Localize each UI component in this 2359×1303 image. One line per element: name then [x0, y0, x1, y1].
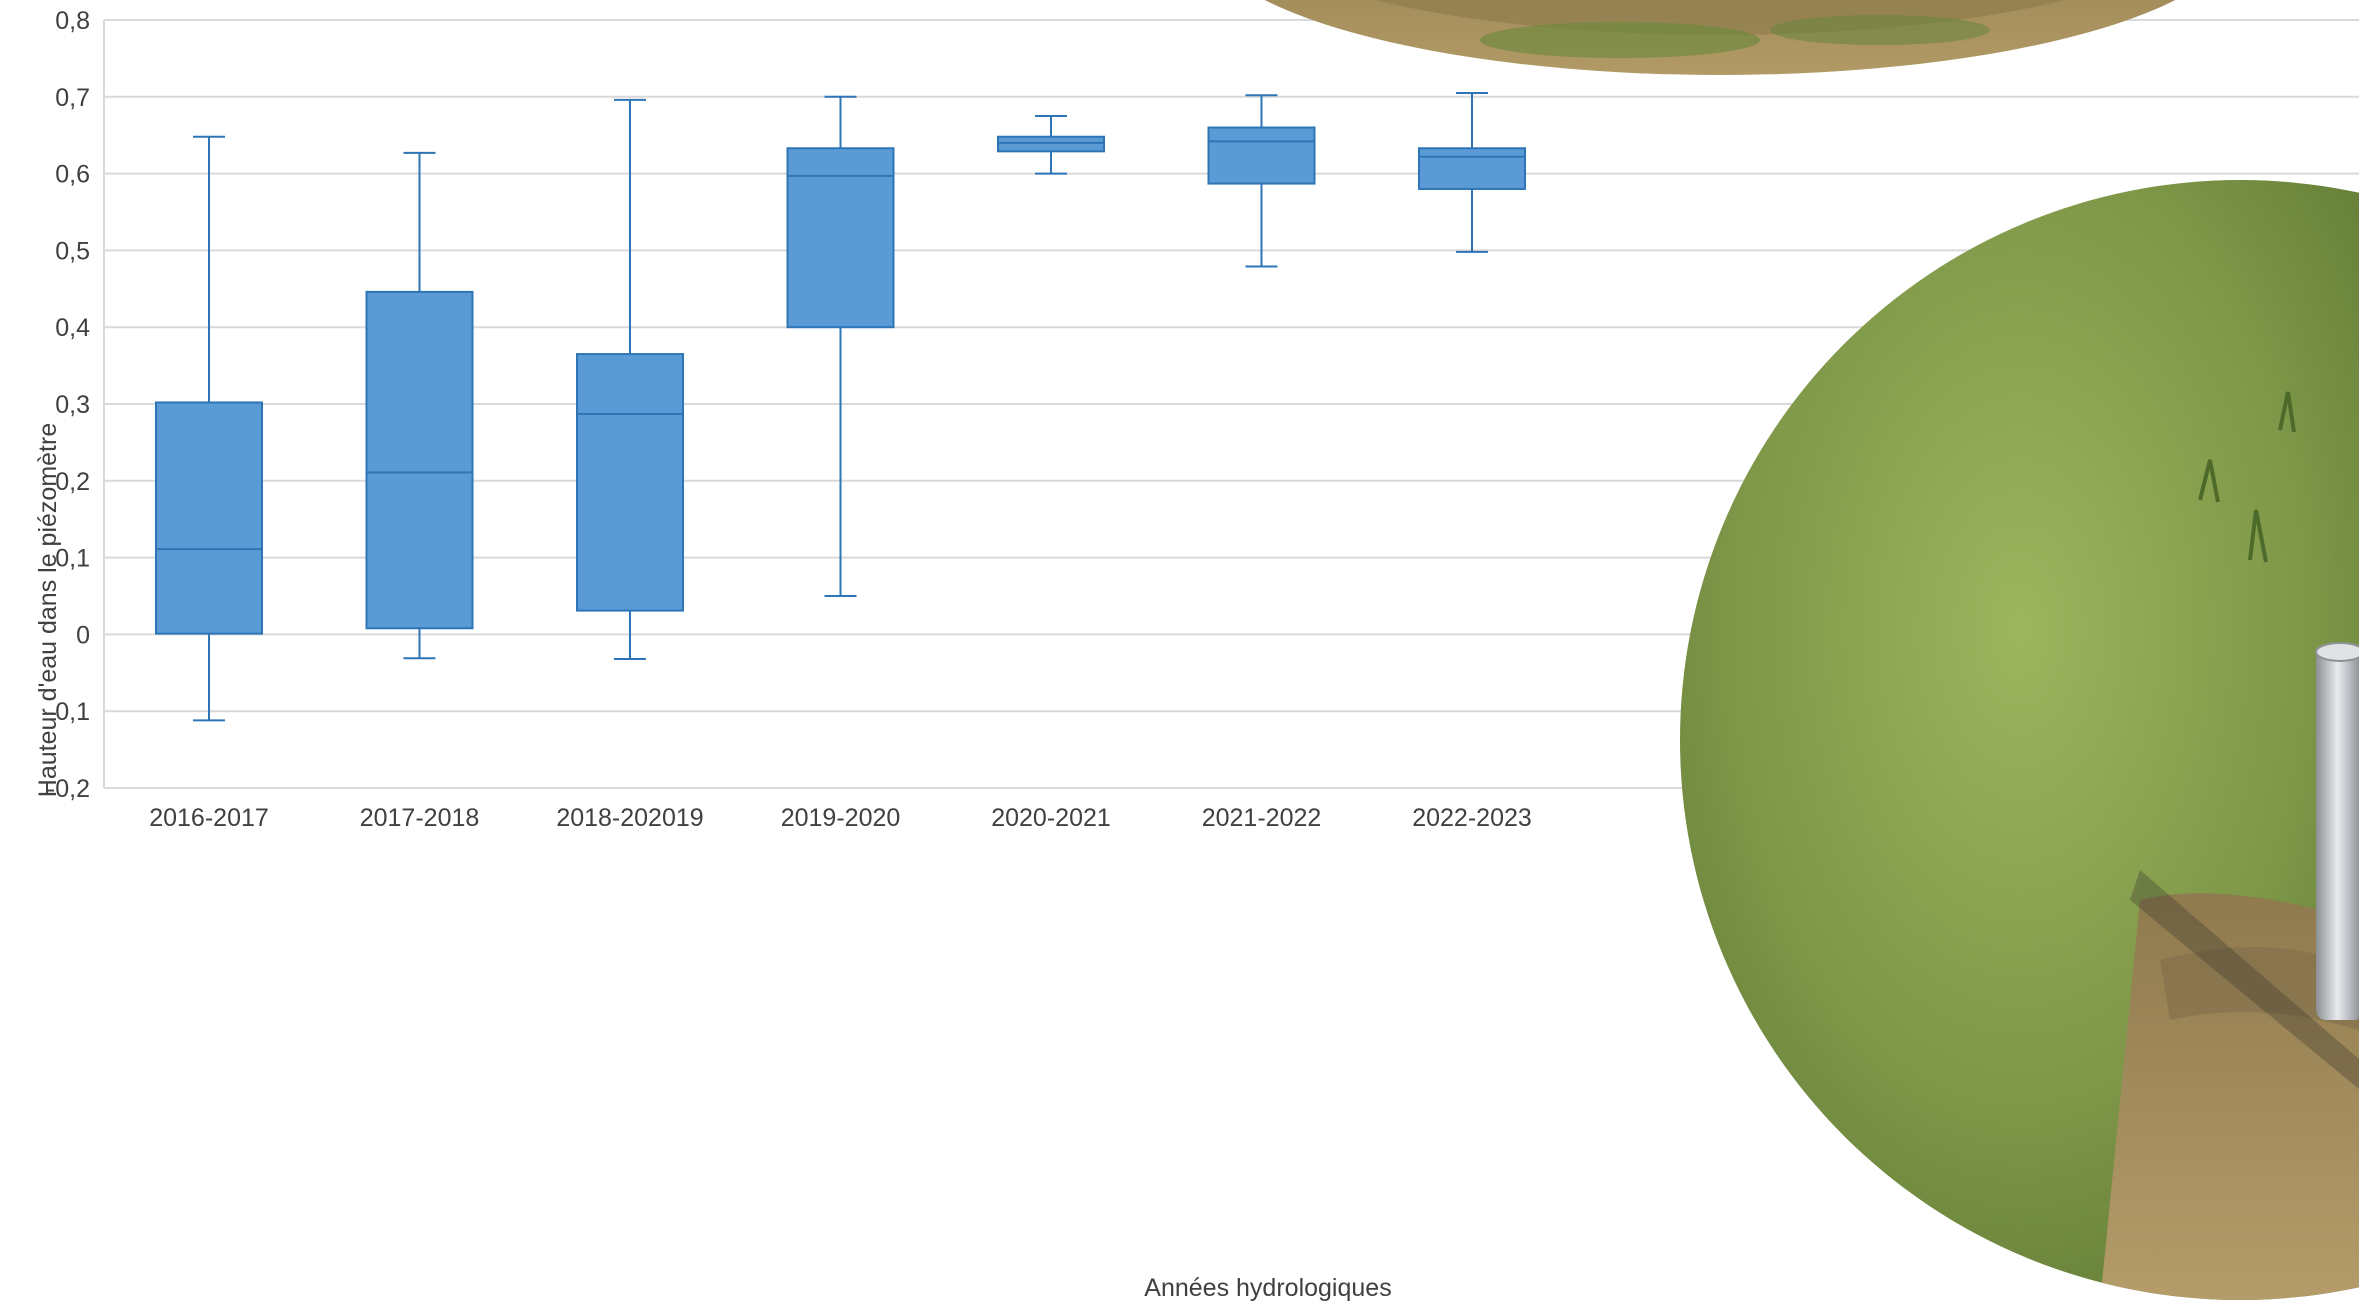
x-tick-label: 2022-2023: [1412, 804, 1532, 832]
y-axis-tick-labels: -0,2 -0,1 0 0,1 0,2 0,3 0,4 0,5 0,6 0,7 0,8: [47, 7, 90, 803]
box-2020-2021: [997, 115, 1105, 175]
y-tick-label: 0,2: [55, 468, 90, 496]
grass-field-photo: [1264, 0, 2176, 75]
box-2018-202019: [576, 98, 684, 660]
iqr-box: [997, 135, 1105, 153]
box-2021-2022: [1207, 94, 1316, 268]
y-tick-label: 0,4: [55, 314, 90, 342]
x-tick-label: 2021-2022: [1202, 804, 1322, 832]
x-axis-title: Années hydrologiques: [1144, 1274, 1391, 1302]
iqr-box: [786, 147, 895, 329]
box-2017-2018: [365, 151, 474, 660]
iqr-box: [576, 353, 684, 612]
y-tick-label: 0: [76, 621, 90, 649]
y-tick-label: 0,7: [55, 84, 90, 112]
piezometer-tube-photo: [1680, 180, 2359, 1300]
y-tick-label: 0,5: [55, 237, 90, 265]
x-tick-label: 2019-2020: [781, 804, 901, 832]
y-tick-label: 0,3: [55, 391, 90, 419]
iqr-box: [155, 401, 263, 635]
y-tick-label: 0,1: [55, 545, 90, 573]
box-2022-2023: [1418, 91, 1526, 253]
y-axis-title: Hauteur d'eau dans le piézomètre: [34, 423, 62, 797]
x-tick-label: 2017-2018: [360, 804, 480, 832]
box-2019-2020: [786, 95, 895, 597]
iqr-box: [1418, 147, 1526, 190]
y-tick-label: -0,1: [47, 698, 90, 726]
x-tick-label: 2020-2021: [991, 804, 1111, 832]
box-2016-2017: [155, 135, 263, 722]
x-axis-tick-labels: 2016-2017 2017-2018 2018-202019 2019-2020 20…: [149, 804, 1532, 832]
iqr-box: [1207, 126, 1316, 185]
y-tick-label: -0,2: [47, 775, 90, 803]
box-plot-series: [155, 91, 1526, 722]
x-tick-label: 2018-202019: [556, 804, 703, 832]
y-tick-label: 0,8: [55, 7, 90, 35]
y-tick-label: 0,6: [55, 161, 90, 189]
iqr-box: [365, 290, 474, 630]
x-tick-label: 2016-2017: [149, 804, 269, 832]
